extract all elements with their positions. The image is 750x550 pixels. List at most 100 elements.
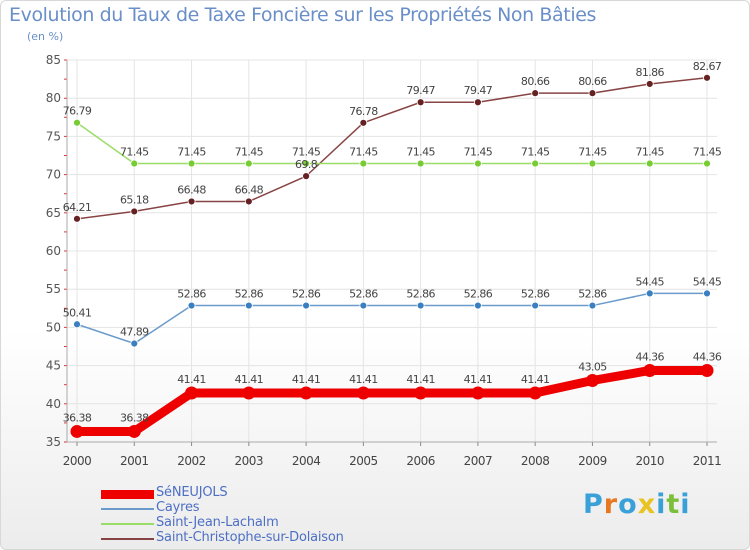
legend-label: Saint-Jean-Lachalm: [156, 515, 279, 530]
data-point-2: [302, 159, 310, 168]
data-point-0: [414, 386, 428, 400]
data-point-3: [244, 197, 253, 206]
data-point-3: [359, 118, 368, 127]
data-point-2: [645, 159, 654, 168]
data-label-2: 71.45: [120, 146, 149, 159]
data-label-0: 44.36: [693, 350, 722, 363]
x-tick-label: 2000: [63, 454, 92, 468]
data-label-3: 64.21: [63, 201, 92, 214]
data-point-3: [302, 172, 310, 181]
data-label-2: 71.45: [235, 146, 264, 159]
data-point-1: [244, 301, 253, 310]
data-label-3: 65.18: [120, 193, 149, 206]
data-label-3: 82.67: [693, 60, 722, 73]
data-point-2: [474, 159, 482, 168]
data-label-0: 41.41: [464, 373, 493, 386]
data-point-3: [645, 80, 654, 88]
data-point-0: [299, 386, 313, 400]
data-label-0: 41.41: [177, 373, 206, 386]
data-label-0: 43.05: [578, 360, 607, 373]
data-point-0: [127, 424, 141, 438]
data-point-3: [588, 89, 597, 98]
data-label-2: 71.45: [578, 146, 607, 159]
data-label-1: 52.86: [521, 288, 550, 301]
y-tick-label: 75: [46, 129, 61, 143]
data-point-3: [703, 73, 711, 82]
y-axis-unit: (en %): [27, 30, 64, 43]
data-label-1: 52.86: [349, 288, 378, 301]
data-point-0: [242, 386, 256, 400]
x-tick-label: 2001: [120, 454, 149, 468]
series-line-0: [72, 365, 712, 436]
data-point-0: [528, 386, 542, 400]
y-tick-label: 40: [46, 397, 61, 411]
data-label-0: 41.41: [349, 373, 378, 386]
data-point-1: [130, 339, 139, 348]
series-layer: [70, 73, 714, 438]
x-tick-label: 2011: [693, 454, 722, 468]
data-point-3: [531, 89, 540, 98]
data-point-3: [474, 98, 482, 107]
data-label-2: 71.45: [349, 146, 378, 159]
data-point-1: [531, 301, 540, 310]
x-tick-label: 2005: [349, 454, 378, 468]
data-point-0: [70, 424, 84, 438]
x-tick-label: 2004: [292, 454, 321, 468]
x-tick-label: 2006: [406, 454, 435, 468]
data-label-2: 71.45: [406, 146, 435, 159]
data-label-2: 76.79: [63, 105, 92, 118]
data-point-1: [703, 289, 711, 298]
data-point-2: [416, 159, 425, 168]
data-point-0: [585, 373, 599, 387]
logo-letter: x: [637, 489, 657, 520]
data-label-1: 52.86: [235, 288, 264, 301]
series-line-2: [76, 121, 708, 165]
data-point-3: [187, 197, 196, 206]
data-point-2: [130, 159, 139, 168]
y-tick-label: 85: [46, 53, 61, 67]
data-label-3: 66.48: [235, 183, 264, 196]
x-tick-label: 2002: [177, 454, 206, 468]
series-line-1: [76, 292, 708, 345]
axes: 35 40 45 50 55 60 65 70 75 80 85 2000 2001 2002 2003 20…: [46, 53, 722, 468]
data-point-1: [73, 320, 81, 329]
legend-swatch: [101, 489, 154, 499]
data-point-1: [474, 301, 482, 310]
data-label-0: 41.41: [406, 373, 435, 386]
data-point-3: [416, 98, 425, 107]
data-label-0: 44.36: [635, 350, 664, 363]
data-point-1: [416, 301, 425, 310]
x-tick-label: 2010: [635, 454, 664, 468]
y-tick-label: 55: [46, 282, 61, 296]
data-label-1: 52.86: [578, 288, 607, 301]
data-point-0: [356, 386, 370, 400]
data-label-1: 54.45: [693, 275, 722, 288]
data-point-2: [588, 159, 597, 168]
data-point-2: [703, 159, 711, 168]
legend-swatch: [101, 523, 154, 525]
x-tick-label: 2007: [464, 454, 493, 468]
data-label-3: 76.78: [349, 105, 378, 118]
data-label-0: 36.38: [120, 411, 149, 424]
data-label-2: 71.45: [464, 146, 493, 159]
data-label-2: 71.45: [635, 146, 664, 159]
data-label-3: 80.66: [521, 75, 550, 88]
data-point-2: [531, 159, 540, 168]
data-point-3: [130, 207, 139, 216]
data-label-3: 66.48: [177, 183, 206, 196]
chart-title: Evolution du Taux de Taxe Foncière sur l…: [9, 4, 597, 26]
data-point-1: [359, 301, 368, 310]
data-point-0: [471, 386, 485, 400]
y-tick-label: 50: [46, 320, 61, 334]
data-point-2: [359, 159, 368, 168]
data-label-1: 52.86: [177, 288, 206, 301]
data-label-3: 79.47: [406, 84, 435, 97]
y-tick-label: 65: [46, 206, 61, 220]
data-point-1: [588, 301, 597, 310]
data-label-1: 52.86: [464, 288, 493, 301]
x-tick-label: 2009: [578, 454, 607, 468]
legend-swatch: [101, 508, 154, 510]
logo-letter: i: [680, 489, 691, 520]
data-point-2: [73, 118, 81, 127]
